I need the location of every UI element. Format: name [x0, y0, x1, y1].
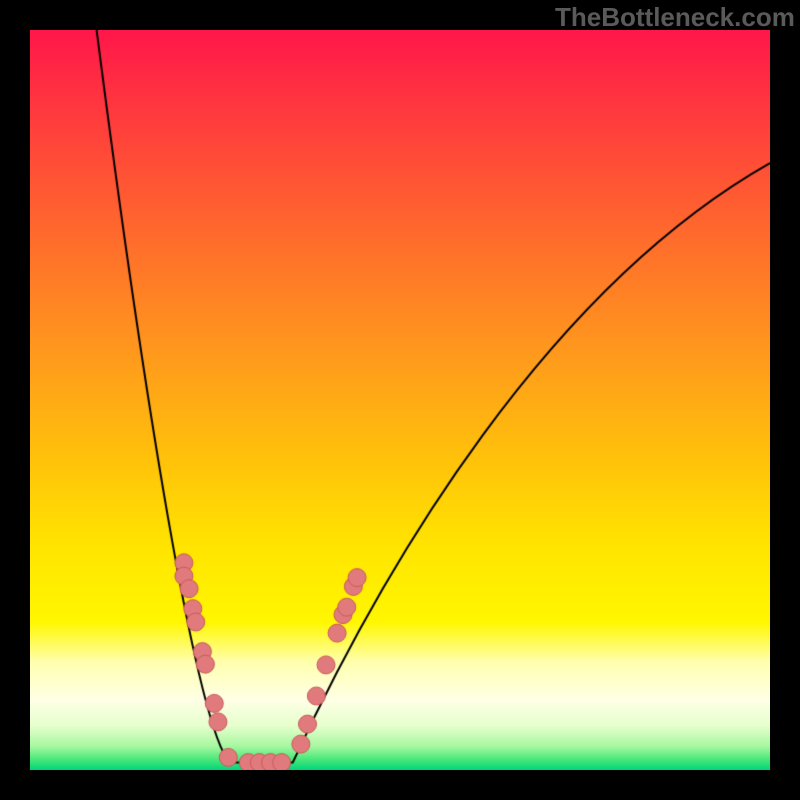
watermark-link[interactable]: TheBottleneck.com	[555, 2, 795, 33]
chart-container: TheBottleneck.com	[0, 0, 800, 800]
bottleneck-chart-canvas	[30, 30, 770, 770]
